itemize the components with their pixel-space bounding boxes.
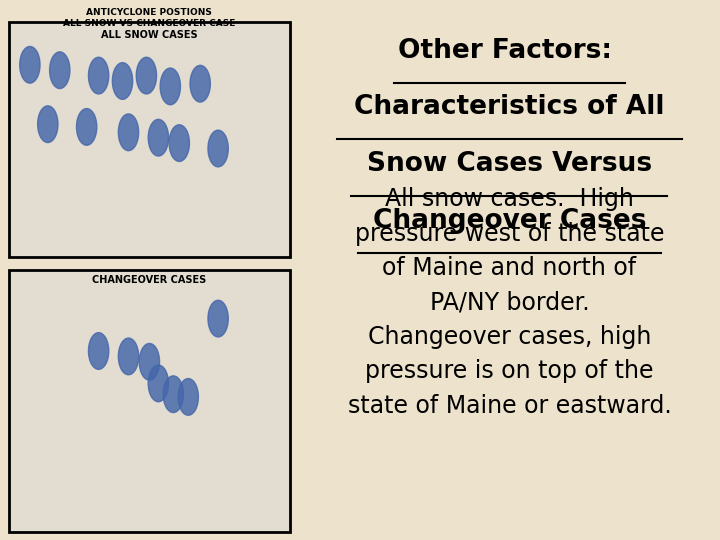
Circle shape bbox=[208, 130, 228, 167]
Circle shape bbox=[89, 57, 109, 94]
Text: ALL SNOW CASES: ALL SNOW CASES bbox=[101, 30, 198, 40]
Circle shape bbox=[208, 300, 228, 337]
Text: Other Factors:: Other Factors: bbox=[398, 38, 621, 64]
Circle shape bbox=[89, 333, 109, 369]
Text: Snow Cases Versus: Snow Cases Versus bbox=[366, 151, 652, 177]
Circle shape bbox=[190, 65, 210, 102]
Circle shape bbox=[139, 343, 160, 380]
Circle shape bbox=[136, 57, 156, 94]
Circle shape bbox=[160, 68, 181, 105]
Circle shape bbox=[178, 379, 199, 415]
Text: Changeover Cases: Changeover Cases bbox=[373, 208, 646, 234]
Bar bbox=[9, 270, 290, 532]
Text: Characteristics of All: Characteristics of All bbox=[354, 94, 665, 120]
Circle shape bbox=[118, 114, 139, 151]
Circle shape bbox=[19, 46, 40, 83]
Circle shape bbox=[169, 125, 189, 161]
Circle shape bbox=[37, 106, 58, 143]
Text: CHANGEOVER CASES: CHANGEOVER CASES bbox=[92, 275, 207, 286]
Text: All snow cases.  High
pressure west of the state
of Maine and north of
PA/NY bor: All snow cases. High pressure west of th… bbox=[348, 187, 671, 418]
Bar bbox=[9, 22, 290, 256]
Circle shape bbox=[163, 376, 184, 413]
Circle shape bbox=[118, 338, 139, 375]
Circle shape bbox=[50, 52, 70, 89]
Circle shape bbox=[112, 63, 132, 99]
Circle shape bbox=[148, 365, 168, 402]
Circle shape bbox=[76, 109, 96, 145]
Circle shape bbox=[148, 119, 168, 156]
Text: ANTICYCLONE POSTIONS
ALL SNOW VS CHANGEOVER CASE: ANTICYCLONE POSTIONS ALL SNOW VS CHANGEO… bbox=[63, 8, 235, 28]
